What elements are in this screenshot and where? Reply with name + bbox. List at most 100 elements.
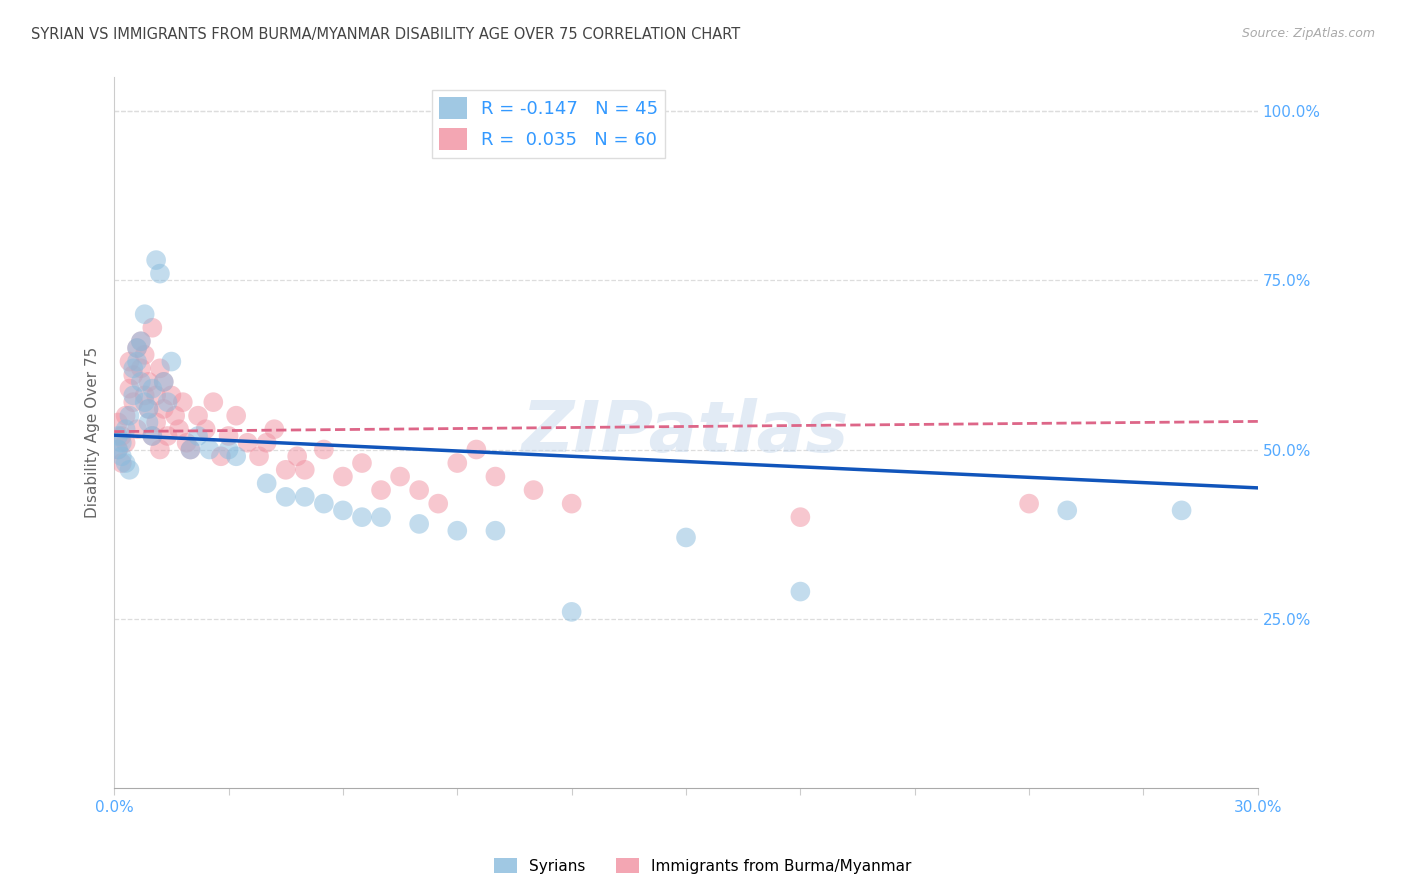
Point [107,442,129,457]
Point [187,409,209,423]
Point [145,388,167,402]
Point [118,409,141,423]
Point [160,388,183,402]
Point [285,450,308,464]
Point [209,450,232,464]
Point [125,422,148,436]
Point [789,584,811,599]
Point [122,395,145,409]
Point [152,375,174,389]
Point [389,469,412,483]
Point [179,442,201,457]
Point [263,422,285,436]
Point [111,456,134,470]
Point [156,429,179,443]
Point [129,334,152,349]
Point [122,368,145,383]
Point [274,490,297,504]
Point [522,483,544,497]
Point [561,605,583,619]
Point [1056,503,1078,517]
Point [138,401,160,416]
Point [141,382,163,396]
Point [149,361,172,376]
Point [194,422,217,436]
Point [198,442,221,457]
Point [107,442,129,457]
Point [370,510,392,524]
Point [408,483,430,497]
Point [141,320,163,334]
Point [350,510,373,524]
Point [179,442,201,457]
Point [370,483,392,497]
Point [141,429,163,443]
Point [160,354,183,368]
Point [156,395,179,409]
Point [125,341,148,355]
Point [294,490,316,504]
Text: Source: ZipAtlas.com: Source: ZipAtlas.com [1241,27,1375,40]
Point [225,450,247,464]
Point [484,524,506,538]
Point [145,253,167,268]
Point [129,375,152,389]
Point [134,348,156,362]
Legend: Syrians, Immigrants from Burma/Myanmar: Syrians, Immigrants from Burma/Myanmar [488,852,918,880]
Point [675,531,697,545]
Point [111,429,134,443]
Point [129,361,152,376]
Point [561,497,583,511]
Point [134,388,156,402]
Point [247,450,270,464]
Point [446,524,468,538]
Point [118,382,141,396]
Y-axis label: Disability Age Over 75: Disability Age Over 75 [86,347,100,518]
Point [408,516,430,531]
Point [446,456,468,470]
Point [134,395,156,409]
Point [202,395,225,409]
Point [236,435,259,450]
Point [114,422,136,436]
Point [256,435,278,450]
Point [111,450,134,464]
Point [107,429,129,443]
Point [125,341,148,355]
Point [118,463,141,477]
Point [118,354,141,368]
Point [138,401,160,416]
Text: SYRIAN VS IMMIGRANTS FROM BURMA/MYANMAR DISABILITY AGE OVER 75 CORRELATION CHART: SYRIAN VS IMMIGRANTS FROM BURMA/MYANMAR … [31,27,740,42]
Point [114,435,136,450]
Point [167,422,190,436]
Point [187,429,209,443]
Point [134,307,156,321]
Point [225,409,247,423]
Point [789,510,811,524]
Point [149,267,172,281]
Point [114,456,136,470]
Point [332,503,354,517]
Point [141,429,163,443]
Point [312,497,335,511]
Point [152,401,174,416]
Point [111,435,134,450]
Point [218,442,240,457]
Point [484,469,506,483]
Point [274,463,297,477]
Point [294,463,316,477]
Point [125,354,148,368]
Point [107,416,129,430]
Point [138,416,160,430]
Point [165,409,187,423]
Point [427,497,450,511]
Point [332,469,354,483]
Text: ZIPatlas: ZIPatlas [522,398,849,467]
Point [218,429,240,443]
Point [312,442,335,457]
Point [129,334,152,349]
Point [465,442,488,457]
Point [122,388,145,402]
Point [256,476,278,491]
Point [172,395,194,409]
